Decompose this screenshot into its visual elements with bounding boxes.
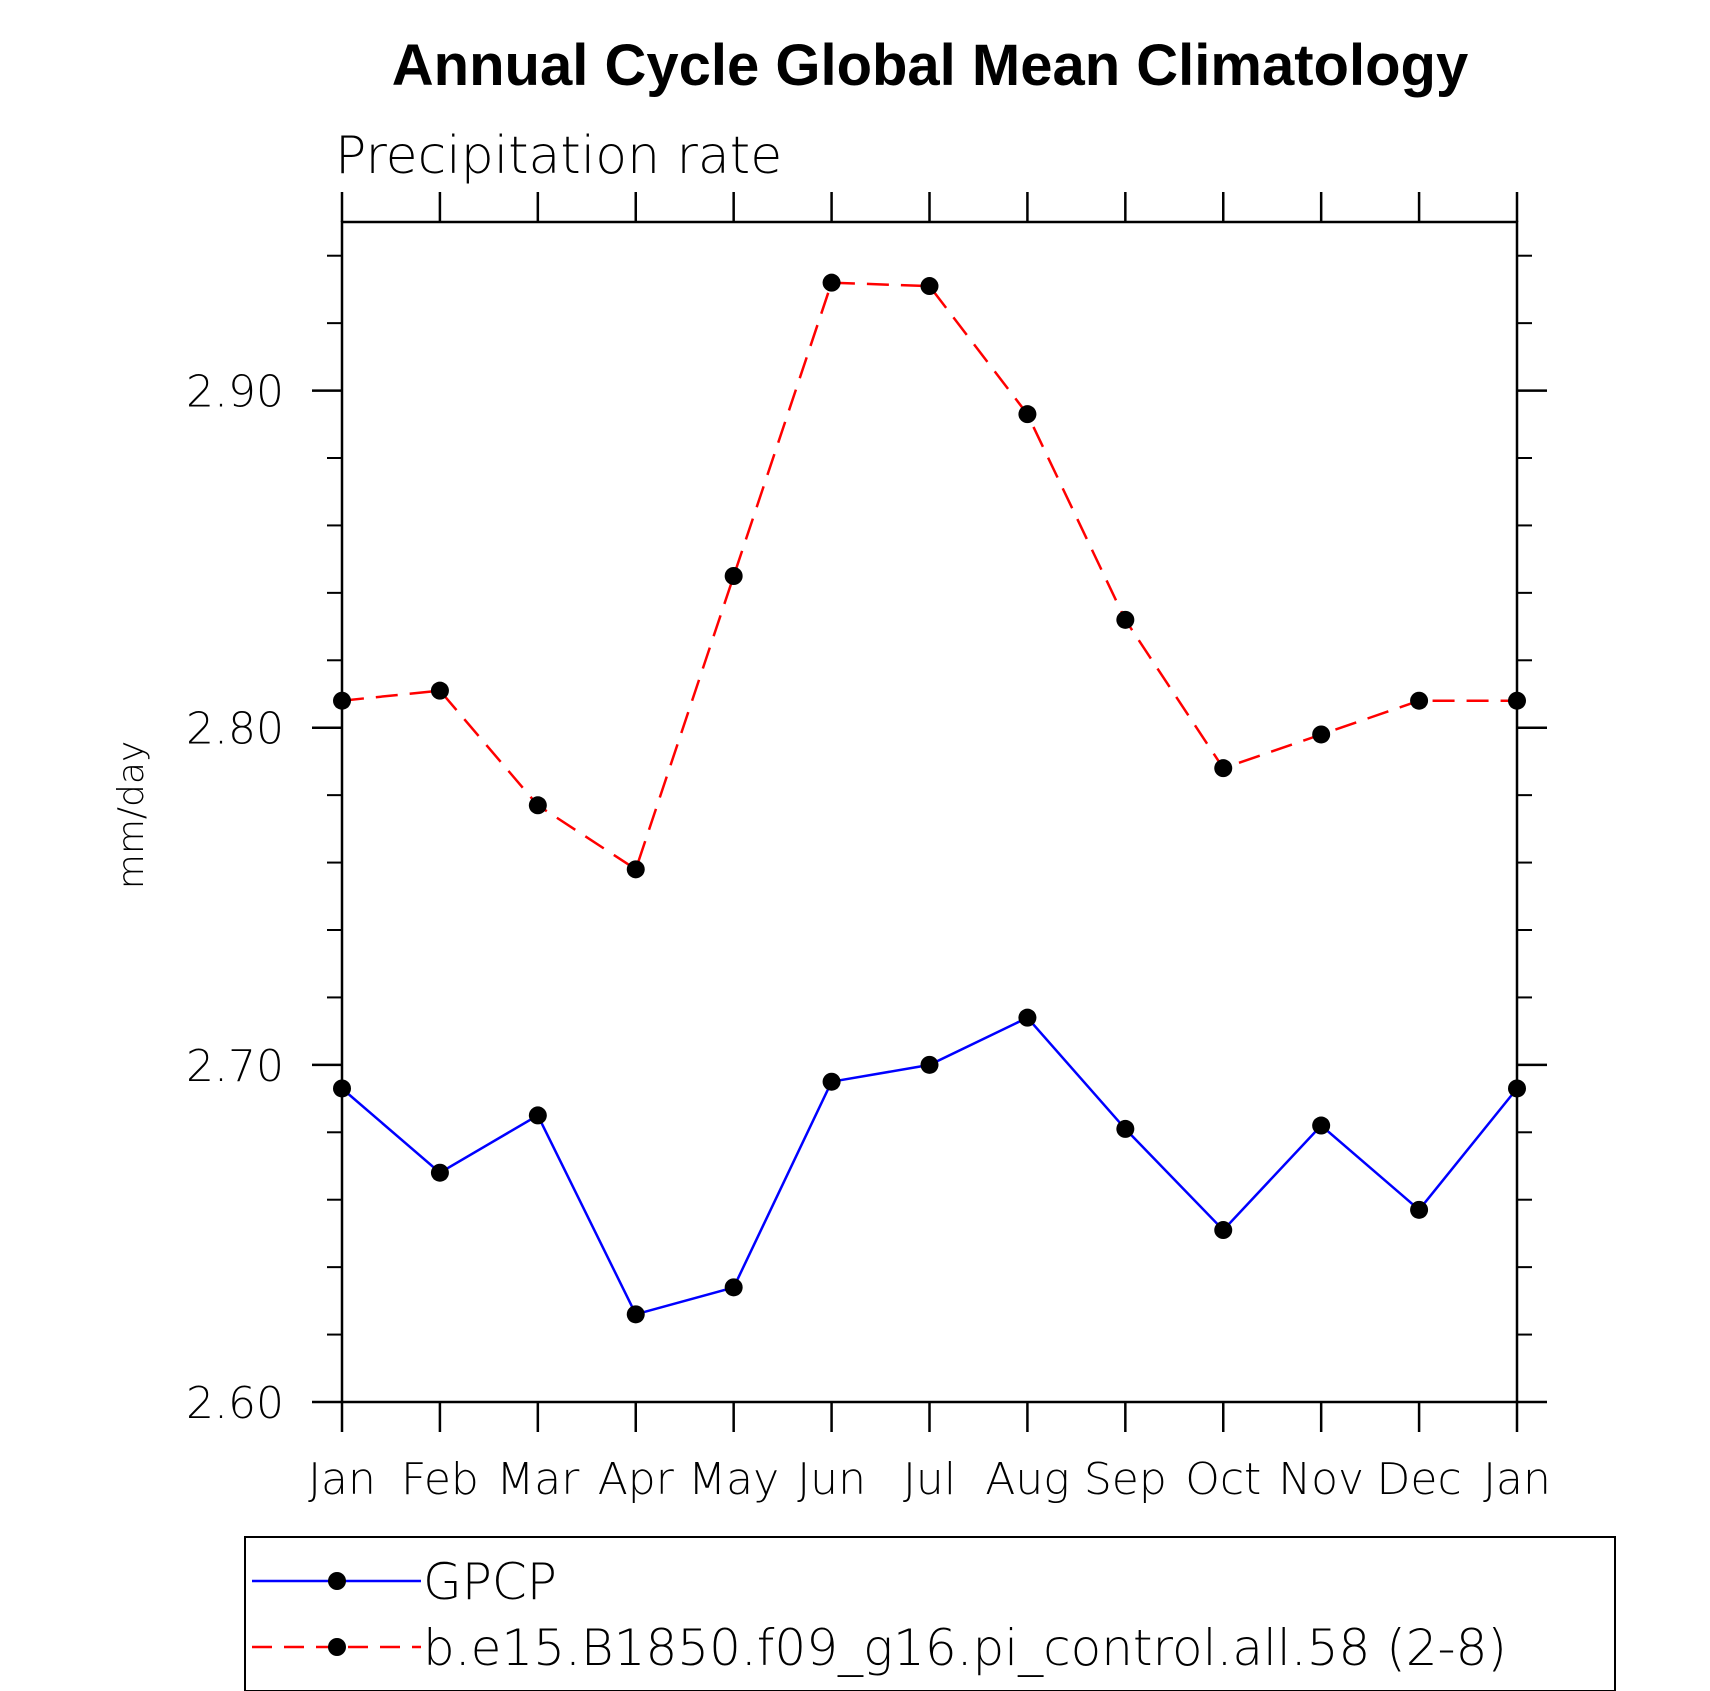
legend-marker-model	[328, 1638, 346, 1656]
x-tick-label: Dec	[1377, 1454, 1462, 1505]
x-tick-label: Sep	[1084, 1454, 1167, 1505]
series-1-point	[430, 681, 449, 700]
series-1-point	[626, 860, 645, 879]
series-0-point	[1312, 1116, 1331, 1135]
chart-title: Annual Cycle Global Mean Climatology	[392, 33, 1468, 98]
x-tick-label: Nov	[1278, 1454, 1364, 1505]
series-1-point	[1214, 759, 1233, 778]
series-1-point	[528, 796, 547, 815]
series-0-point	[1508, 1079, 1526, 1098]
series-0-point	[1410, 1200, 1429, 1219]
legend-label-model: b.e15.B1850.f09_g16.pi_control.all.58 (2…	[423, 1619, 1507, 1677]
x-tick-label: Oct	[1185, 1454, 1261, 1505]
series-1-point	[1508, 691, 1526, 710]
plot-axes: Jan Feb Mar Apr May Jun Jul Aug Sep Oct Nov Dec Jan 2…	[186, 192, 1551, 1505]
x-tick-label: Aug	[985, 1454, 1069, 1505]
series-1-point	[822, 273, 841, 292]
legend: GPCP b.e15.B1850.f09_g16.pi_control.all.…	[244, 1536, 1616, 1691]
series-0-point	[430, 1163, 449, 1182]
series-0-point	[822, 1072, 841, 1091]
series-0-point	[1214, 1221, 1233, 1240]
series-1-point	[333, 691, 351, 710]
y-axis-label: mm/day	[111, 741, 152, 889]
legend-box	[244, 1536, 1616, 1691]
x-tick-label: Jan	[308, 1454, 376, 1505]
x-tick-label: Jun	[797, 1454, 866, 1505]
series-1-point	[724, 567, 743, 585]
series-0-point	[1018, 1008, 1037, 1027]
x-tick-label: Feb	[401, 1454, 479, 1505]
y-tick-label: 2.70	[186, 1041, 284, 1092]
series-0-point	[724, 1278, 743, 1297]
series-0-point	[528, 1106, 547, 1125]
x-tick-label: Jan	[1483, 1454, 1551, 1505]
x-tick-label: Jul	[903, 1454, 956, 1505]
series-0-point	[1116, 1119, 1135, 1138]
series-1-point	[1410, 691, 1429, 710]
series-1-point	[1312, 725, 1331, 744]
chart-subtitle: Precipitation rate	[335, 126, 782, 186]
x-tick-label: May	[688, 1454, 779, 1505]
y-tick-label: 2.80	[186, 704, 284, 755]
series-line-1	[341, 281, 1517, 872]
series-0-point	[626, 1305, 645, 1324]
series-0-point	[920, 1055, 939, 1074]
series-1-point	[920, 277, 939, 296]
legend-marker-gpcp	[328, 1572, 346, 1590]
series-layer	[333, 273, 1526, 1324]
y-tick-label: 2.90	[186, 367, 284, 418]
series-0-point	[333, 1079, 351, 1098]
y-tick-label: 2.60	[186, 1378, 284, 1429]
x-tick-label: Apr	[598, 1454, 675, 1505]
plot-frame	[340, 220, 1519, 1404]
x-tick-label: Mar	[496, 1454, 580, 1505]
series-1-point	[1116, 610, 1135, 629]
legend-label-gpcp: GPCP	[423, 1553, 557, 1611]
series-1-point	[1018, 405, 1037, 424]
